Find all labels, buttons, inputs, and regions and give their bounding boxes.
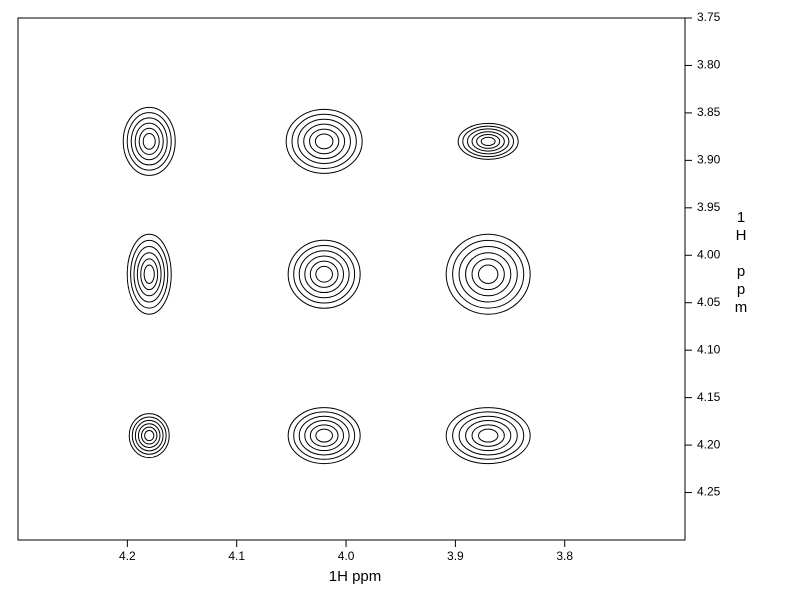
contour-line xyxy=(309,260,339,288)
contour-line xyxy=(126,233,172,315)
contour-line xyxy=(134,419,164,452)
x-tick-label: 4.1 xyxy=(228,549,245,563)
peak xyxy=(128,413,170,459)
contour-line xyxy=(122,106,176,176)
contour-line xyxy=(315,428,333,443)
contour-line xyxy=(309,424,339,447)
contour-line xyxy=(142,133,156,150)
peak xyxy=(122,106,176,176)
contour-line xyxy=(143,264,155,284)
contour-line xyxy=(452,411,525,460)
contour-line xyxy=(140,258,159,291)
peak xyxy=(126,233,172,315)
contour-line xyxy=(315,265,333,283)
contour-line xyxy=(458,415,518,456)
contour-line xyxy=(303,123,346,160)
contour-line xyxy=(480,136,496,147)
contour-line xyxy=(134,122,164,161)
peak xyxy=(287,239,361,309)
contour-line xyxy=(131,416,167,455)
x-tick-label: 4.2 xyxy=(119,549,136,563)
contour-line xyxy=(471,424,505,447)
contour-line xyxy=(304,420,345,452)
contour-line xyxy=(136,252,162,297)
contour-line xyxy=(458,246,518,303)
y-tick-label: 4.20 xyxy=(697,437,721,451)
y-tick-label: 3.85 xyxy=(697,105,721,119)
contour-line xyxy=(477,428,499,443)
x-tick-label: 3.9 xyxy=(447,549,464,563)
contour-line xyxy=(293,411,356,460)
contour-line xyxy=(462,125,515,158)
contour-line xyxy=(471,258,505,291)
contour-line xyxy=(128,413,170,459)
contour-line xyxy=(471,131,505,152)
contour-line xyxy=(466,128,510,155)
contour-line xyxy=(141,426,158,445)
y-tick-label: 3.90 xyxy=(697,153,721,167)
peak xyxy=(445,407,531,465)
contour-line xyxy=(130,117,168,166)
peak xyxy=(287,407,361,465)
contour-line xyxy=(291,113,357,169)
contour-line xyxy=(465,420,512,452)
contour-line xyxy=(298,415,350,456)
contour-line xyxy=(144,430,155,442)
x-tick-label: 4.0 xyxy=(338,549,355,563)
plot-frame xyxy=(17,17,686,541)
contour-line xyxy=(304,255,345,294)
y-tick-label: 4.15 xyxy=(697,390,721,404)
contour-line xyxy=(477,264,499,284)
contour-line xyxy=(126,112,172,171)
contour-line xyxy=(452,239,525,309)
y-tick-label: 4.05 xyxy=(697,295,721,309)
contour-line xyxy=(309,128,340,155)
contour-line xyxy=(130,239,169,309)
contour-line xyxy=(314,133,334,150)
y-tick-label: 3.95 xyxy=(697,200,721,214)
contour-line xyxy=(287,407,361,465)
contour-line xyxy=(445,407,531,465)
peak xyxy=(445,233,531,315)
contour-line xyxy=(287,239,361,309)
x-tick-label: 3.8 xyxy=(556,549,573,563)
contour-line xyxy=(445,233,531,315)
peak xyxy=(285,108,363,174)
contour-line xyxy=(465,252,512,297)
y-tick-label: 4.10 xyxy=(697,342,721,356)
y-tick-label: 4.00 xyxy=(697,247,721,261)
contour-line xyxy=(293,244,356,304)
contour-line xyxy=(137,423,161,448)
x-axis-title: 1H ppm xyxy=(329,568,382,585)
contour-line xyxy=(476,133,501,149)
contour-line xyxy=(457,122,519,160)
contour-line xyxy=(133,246,165,303)
contour-line xyxy=(138,127,160,155)
contour-line xyxy=(297,118,351,165)
y-tick-label: 3.80 xyxy=(697,58,721,72)
y-tick-label: 4.25 xyxy=(697,485,721,499)
y-tick-label: 3.75 xyxy=(697,10,721,24)
peak xyxy=(457,122,519,160)
contour-line xyxy=(285,108,363,174)
contour-line xyxy=(298,250,350,299)
